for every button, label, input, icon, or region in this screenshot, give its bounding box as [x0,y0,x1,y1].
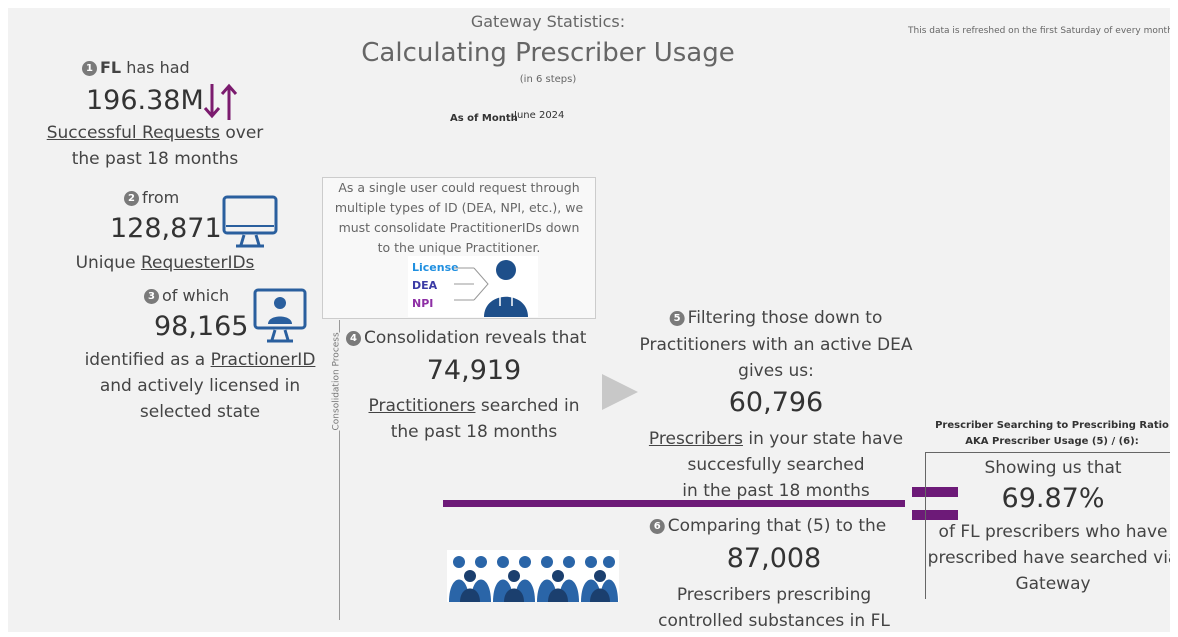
state: FL [100,58,122,77]
ratio-text: prescribed have searched via [927,548,1170,568]
link: Successful Requests [46,123,220,143]
note-line: As a single user could request through [338,180,580,195]
step-text: the past 18 months [390,422,558,442]
lead: Consolidation reveals that [364,328,587,348]
title: Gateway Statistics: [470,12,626,31]
step-lead: 4 Consolidation reveals that [346,328,586,348]
step-text: Unique RequesterIDs [76,253,255,273]
practitioner-monitor-icon [253,288,307,343]
as-of-value: June 2024 [514,110,565,121]
lead: has had [126,58,190,77]
text: in your state have [748,429,904,449]
step-text: controlled substances in FL [658,611,890,631]
step-text: Practitioners searched in [369,396,580,416]
step-lead: 5 Filtering those down to [669,308,883,328]
step-lead: 6 Comparing that (5) to the [649,516,887,536]
step-lead: gives us: [738,361,814,381]
arrow-triangle [602,374,638,410]
value: 98,165 [154,311,249,342]
step-lead: 2 from [124,188,179,207]
doctor-icon [454,260,528,317]
dashboard: Gateway Statistics: Calculating Prescrib… [8,8,1170,632]
as-of-label: As of Month [450,113,518,124]
process-line [339,320,340,620]
value: 128,871 [110,213,222,244]
ratio-title: Prescriber Searching to Prescribing Rati… [935,420,1169,431]
refresh-note: This data is refreshed on the first Satu… [908,26,1170,36]
link: PractionerID [210,350,316,370]
id-type: DEA [412,279,438,292]
ratio-value: 69.87% [1001,483,1105,514]
step-text: identified as a PractionerID [85,350,316,370]
ratio-text: of FL prescribers who have [938,522,1168,542]
step-lead: 1 FL has had [82,58,190,77]
value: 74,919 [426,355,522,386]
ratio-lead: Showing us that [984,458,1122,478]
step-text: and actively licensed in [99,376,301,396]
step-text: Successful Requests over [47,123,264,143]
step-text: selected state [139,402,261,422]
id-type: NPI [412,297,434,310]
lead: from [142,188,180,207]
id-type: License [412,261,459,274]
step-text: Prescribers in your state have [649,429,903,449]
lead: of which [162,286,230,305]
step-badge: 4 [346,331,361,346]
step-badge: 3 [144,289,159,304]
text: Unique [75,253,136,273]
step-badge: 1 [82,61,97,76]
subtitle: Calculating Prescriber Usage [361,38,735,68]
step-text: the past 18 months [71,149,239,169]
value: 196.38M [86,85,204,116]
equals-bar [912,510,958,520]
trend-arrows [203,83,238,120]
step-lead: Practitioners with an active DEA [639,335,913,355]
text: searched in [480,396,580,416]
note-line: multiple types of ID (DEA, NPI, etc.), w… [334,200,584,215]
note-line: to the unique Practitioner. [377,240,541,255]
text: over [225,123,264,143]
ratio-panel [925,452,1170,599]
step-badge: 5 [669,311,685,326]
value: 87,008 [726,543,822,574]
lead: Comparing that (5) to the [667,516,887,536]
step-lead: 3 of which [144,286,229,305]
steps-note: (in 6 steps) [519,74,577,85]
ratio-subtitle: AKA Prescriber Usage (5) / (6): [965,436,1139,447]
link: RequesterIDs [140,253,255,273]
link: Prescribers [648,429,743,449]
step-text: succesfully searched [687,455,865,475]
lead: Filtering those down to [687,308,883,328]
equals-bar [912,487,958,497]
step-badge: 2 [124,191,139,206]
link: Practitioners [368,396,476,416]
note-line: must consolidate PractitionerIDs down [338,220,580,235]
value: 60,796 [728,387,824,418]
divider [443,500,905,507]
prescribers-icon [447,550,619,602]
monitor-icon [222,195,278,248]
ratio-text: Gateway [1015,574,1091,594]
step-text: Prescribers prescribing [676,585,872,605]
step-badge: 6 [649,519,665,534]
step-text: in the past 18 months [682,481,870,501]
process-label: Consolidation Process [331,332,343,431]
text: identified as a [84,350,206,370]
